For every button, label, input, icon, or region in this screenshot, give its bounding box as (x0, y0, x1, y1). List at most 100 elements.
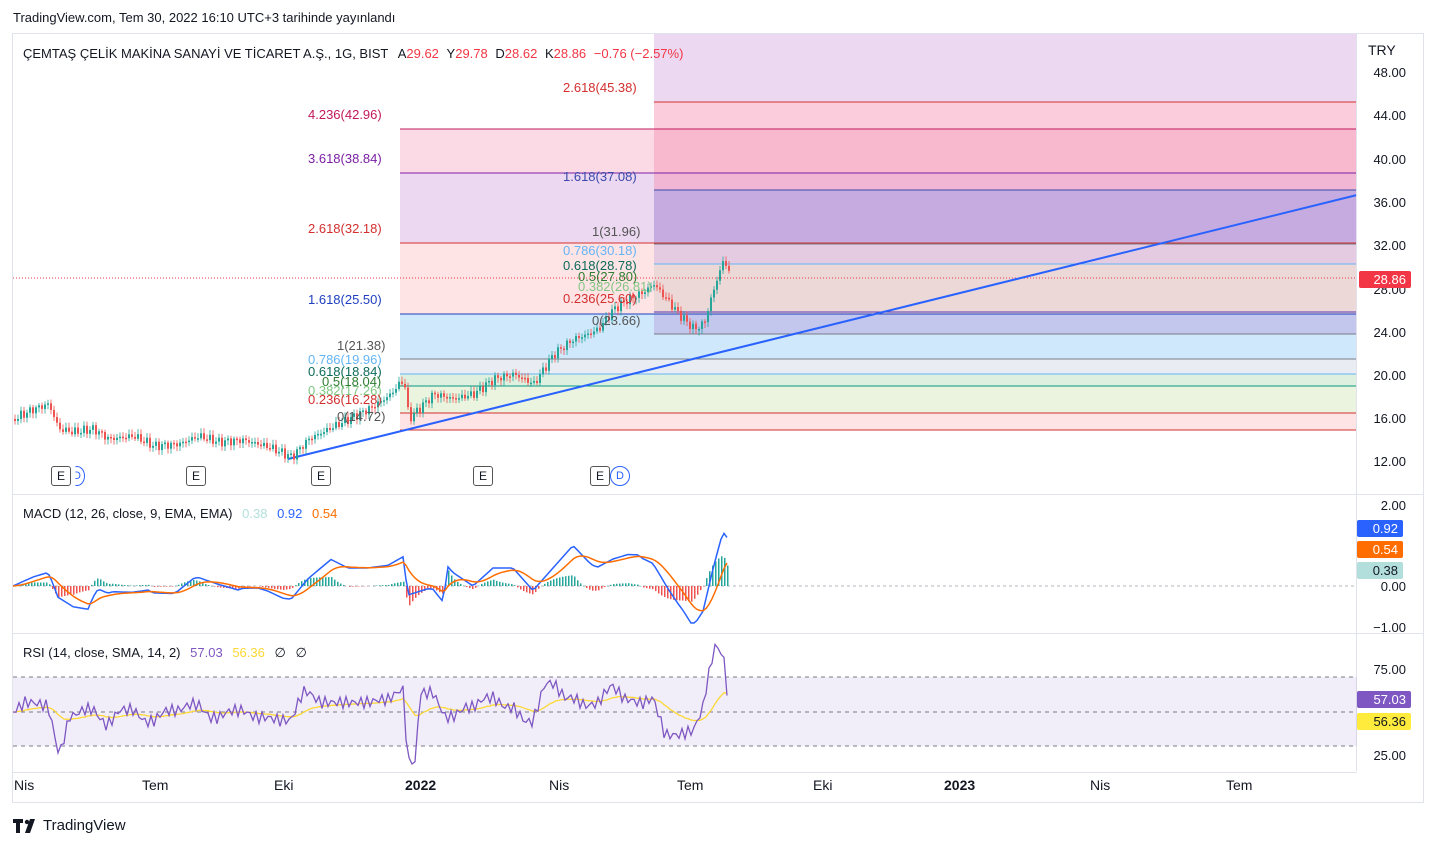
candle (323, 432, 325, 434)
fib-label: 0.618(18.84) (308, 364, 382, 379)
candle (137, 434, 139, 439)
time-axis-label: Eki (274, 777, 294, 793)
candle (593, 331, 595, 335)
candle (98, 431, 100, 435)
pane-divider[interactable] (13, 633, 1423, 634)
candle (185, 441, 187, 444)
candle (602, 322, 604, 331)
candle (401, 381, 403, 384)
candle (419, 407, 421, 413)
macd-hist-bar (283, 586, 285, 590)
macd-hist-bar (376, 585, 378, 587)
macd-legend[interactable]: MACD (12, 26, close, 9, EMA, EMA) 0.38 0… (23, 506, 338, 521)
macd-hist-bar (331, 577, 333, 586)
candle (440, 393, 442, 398)
candle (551, 355, 553, 359)
candle (386, 397, 388, 401)
macd-hist-bar (430, 586, 432, 589)
macd-hist-bar (40, 582, 42, 586)
time-axis-label: 2022 (405, 777, 437, 793)
macd-hist-bar (124, 585, 126, 586)
earnings-marker[interactable]: E (186, 466, 206, 486)
macd-hist-bar (508, 583, 510, 586)
price-axis-label: 36.00 (1373, 195, 1406, 210)
candle (557, 347, 559, 359)
candle (317, 433, 319, 436)
macd-hist-bar (157, 586, 159, 587)
candle (290, 453, 292, 455)
candle (215, 441, 217, 444)
candle (605, 316, 607, 323)
candle (524, 377, 526, 380)
macd-hist-bar (175, 585, 177, 587)
candle (152, 445, 154, 448)
candle (692, 323, 694, 330)
macd-hist-bar (181, 583, 183, 586)
macd-hist-bar (454, 579, 456, 586)
macd-hist-bar (103, 581, 105, 586)
earnings-marker[interactable]: E D (51, 466, 89, 488)
candle (155, 441, 157, 446)
macd-hist-bar (547, 582, 549, 586)
candle (59, 422, 61, 430)
price-pane[interactable] (13, 34, 1423, 494)
macd-hist-bar (106, 583, 108, 586)
candle (416, 407, 418, 413)
candle (167, 442, 169, 449)
trend-line[interactable] (287, 194, 1358, 460)
candle (50, 403, 52, 410)
candle (389, 393, 391, 398)
candle (638, 291, 640, 298)
macd-hist-bar (88, 586, 90, 591)
macd-hist-bar (400, 582, 402, 586)
macd-hist-bar (112, 583, 114, 586)
symbol-legend[interactable]: ÇEMTAŞ ÇELİK MAKİNA SANAYİ VE TİCARET A.… (23, 46, 684, 61)
rsi-legend[interactable]: RSI (14, close, SMA, 14, 2) 57.03 56.36 … (23, 645, 307, 660)
candle (146, 437, 148, 443)
macd-hist-bar (712, 565, 714, 586)
tradingview-logo[interactable]: TradingView (13, 817, 126, 834)
macd-hist-bar (583, 585, 585, 587)
pane-divider[interactable] (13, 494, 1423, 495)
macd-hist-bar (97, 578, 99, 586)
fib-label: 1(31.96) (592, 224, 641, 239)
candle (575, 336, 577, 342)
macd-hist-bar (202, 582, 204, 586)
earnings-marker[interactable]: E D (590, 466, 630, 488)
close-value: 28.86 (553, 46, 587, 61)
macd-hist-bar (667, 586, 669, 599)
candle (116, 437, 118, 440)
time-axis-label: Nis (1090, 777, 1111, 793)
candle (302, 447, 304, 449)
macd-hist-bar (559, 577, 561, 586)
macd-hist-bar (592, 586, 594, 591)
candle (662, 289, 664, 298)
histogram-tag: 0.38 (1357, 562, 1403, 579)
macd-pane[interactable] (13, 495, 1357, 633)
macd-hist-bar (61, 586, 63, 597)
candle (356, 413, 358, 420)
macd-hist-bar (118, 584, 120, 586)
macd-hist-bar (523, 586, 525, 592)
candle (695, 323, 697, 330)
candle (539, 374, 541, 383)
price-axis-label: 40.00 (1373, 152, 1406, 167)
earnings-marker[interactable]: E (473, 466, 493, 486)
macd-hist-bar (232, 586, 234, 589)
signal-line (13, 555, 728, 612)
macd-line (13, 531, 728, 624)
candle (83, 425, 85, 433)
macd-hist-bar (49, 584, 51, 586)
candle (65, 427, 67, 432)
rsi-pane[interactable] (13, 634, 1357, 772)
macd-hist-bar (43, 582, 45, 586)
candle (230, 438, 232, 446)
macd-hist-bar (265, 586, 267, 588)
macd-hist-bar (247, 586, 249, 587)
macd-hist-bar (328, 577, 330, 586)
macd-hist-bar (718, 558, 720, 586)
candle (536, 381, 538, 383)
macd-hist-bar (472, 586, 474, 590)
earnings-marker[interactable]: E (311, 466, 331, 486)
candle (383, 400, 385, 402)
